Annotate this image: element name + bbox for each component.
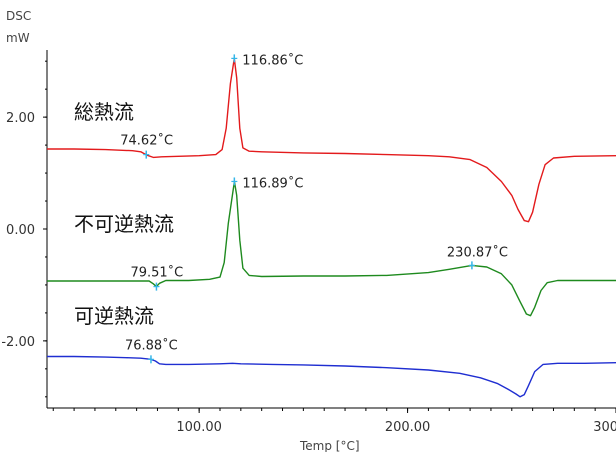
peak-label: 116.86˚C — [242, 52, 303, 68]
series-label-nonreversing: 不可逆熱流 — [74, 212, 174, 236]
series-label-reversing: 可逆熱流 — [74, 304, 154, 328]
series-line-1 — [47, 180, 616, 317]
peak-label: 116.89˚C — [242, 175, 303, 191]
x-tick-label: 200.00 — [385, 420, 431, 435]
y-unit-top: DSC — [6, 9, 31, 23]
x-tick-label: 300.00 — [593, 420, 616, 435]
series-label-total: 総熱流 — [74, 100, 134, 124]
peak-label: 230.87˚C — [447, 244, 508, 260]
peak-label: 74.62˚C — [120, 133, 173, 149]
peak-label: 76.88˚C — [125, 337, 178, 353]
y-tick-label: 0.00 — [6, 223, 35, 238]
x-tick-label: 100.00 — [176, 420, 222, 435]
y-tick-label: 2.00 — [6, 111, 35, 126]
series-line-2 — [47, 355, 616, 398]
x-ticks: 100.00 200.00 300.00 — [52, 408, 616, 435]
annotation-layer: 116.86˚C 74.62˚C 116.89˚C 79.51˚C 230.87˚C 76… — [120, 52, 508, 364]
series-line-0 — [47, 57, 616, 223]
y-ticks: 2.00 0.00 -2.00 — [1, 60, 47, 398]
y-unit-bottom: mW — [6, 31, 30, 45]
x-axis-label: Temp [°C] — [299, 439, 360, 452]
peak-label: 79.51˚C — [130, 265, 183, 281]
y-tick-label: -2.00 — [1, 335, 35, 350]
